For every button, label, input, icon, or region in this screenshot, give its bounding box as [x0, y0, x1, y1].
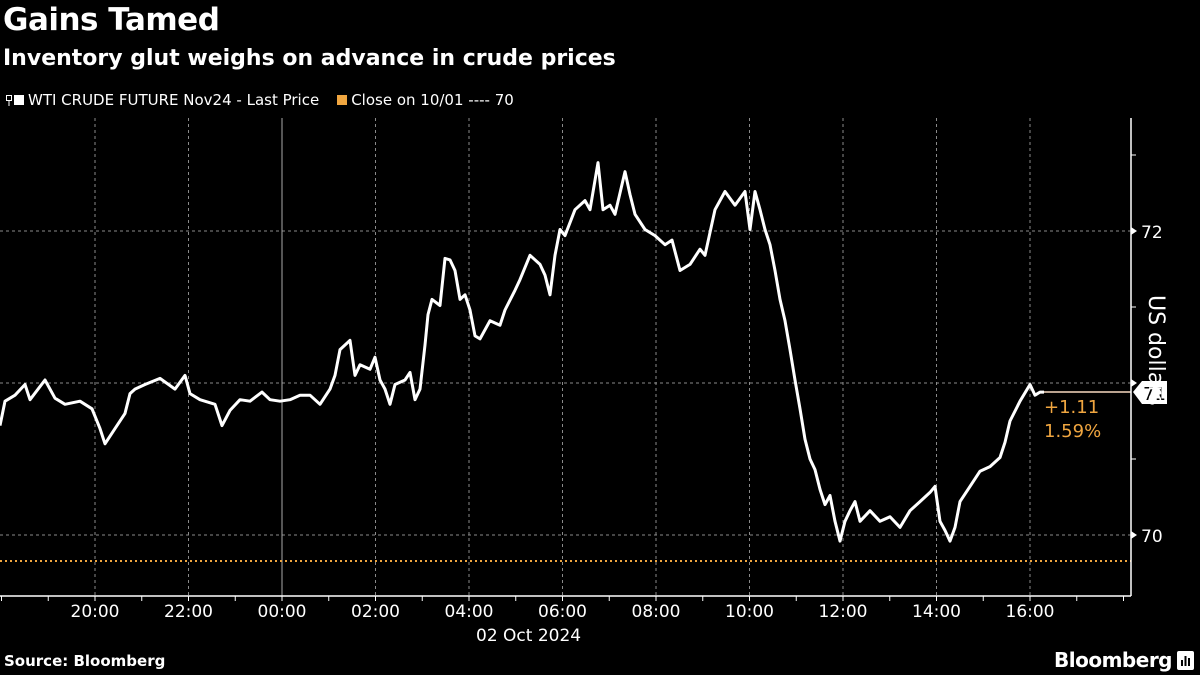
x-tick-label: 12:00: [819, 602, 868, 622]
chart-subtitle: Inventory glut weighs on advance in crud…: [3, 46, 616, 71]
axis-ticks: [1, 154, 1137, 601]
change-annotation: +1.11 1.59%: [1044, 396, 1101, 444]
x-tick-label: 02:00: [351, 602, 400, 622]
x-tick-label: 10:00: [725, 602, 774, 622]
y-axis-label: US dollars: [1143, 295, 1168, 406]
change-abs: +1.11: [1044, 397, 1100, 418]
change-pct: 1.59%: [1044, 421, 1102, 442]
legend-swatch-white: [14, 95, 24, 105]
x-tick-label: 16:00: [1006, 602, 1055, 622]
x-tick-labels: 20:00 22:00 00:00 02:00 04:00 06:00 08:00 10:00…: [71, 602, 1055, 622]
legend-label: Close on 10/01 ---- 70: [351, 91, 514, 109]
price-line: [0, 161, 1044, 543]
x-tick-label: 22:00: [164, 602, 213, 622]
legend-item-last-price: WTI CRUDE FUTURE Nov24 - Last Price: [6, 91, 319, 109]
x-tick-label: 04:00: [445, 602, 494, 622]
x-tick-label: 14:00: [912, 602, 961, 622]
brand-logo-text: Bloomberg: [1054, 648, 1172, 672]
y-tick-label: 72: [1141, 223, 1163, 243]
x-tick-label: 20:00: [71, 602, 120, 622]
chart-title: Gains Tamed: [3, 2, 220, 38]
legend: WTI CRUDE FUTURE Nov24 - Last Price Clos…: [6, 91, 532, 109]
grid-lines: [0, 118, 1131, 596]
y-tick-labels: 70 72: [1141, 223, 1163, 547]
x-tick-label: 06:00: [538, 602, 587, 622]
legend-swatch-orange: [337, 95, 348, 105]
legend-label: WTI CRUDE FUTURE Nov24 - Last Price: [28, 91, 320, 109]
legend-item-close: Close on 10/01 ---- 70: [337, 91, 514, 109]
x-tick-label: 00:00: [258, 602, 307, 622]
x-axis-date-label: 02 Oct 2024: [476, 626, 582, 646]
source-note: Source: Bloomberg: [4, 652, 166, 670]
legend-handle-icon: [6, 94, 12, 106]
bloomberg-chart-icon: [1177, 651, 1194, 670]
x-tick-label: 08:00: [632, 602, 681, 622]
last-value-label: 71: [1143, 384, 1166, 405]
y-tick-label: 70: [1141, 527, 1163, 547]
last-value-tag: [1133, 381, 1167, 404]
